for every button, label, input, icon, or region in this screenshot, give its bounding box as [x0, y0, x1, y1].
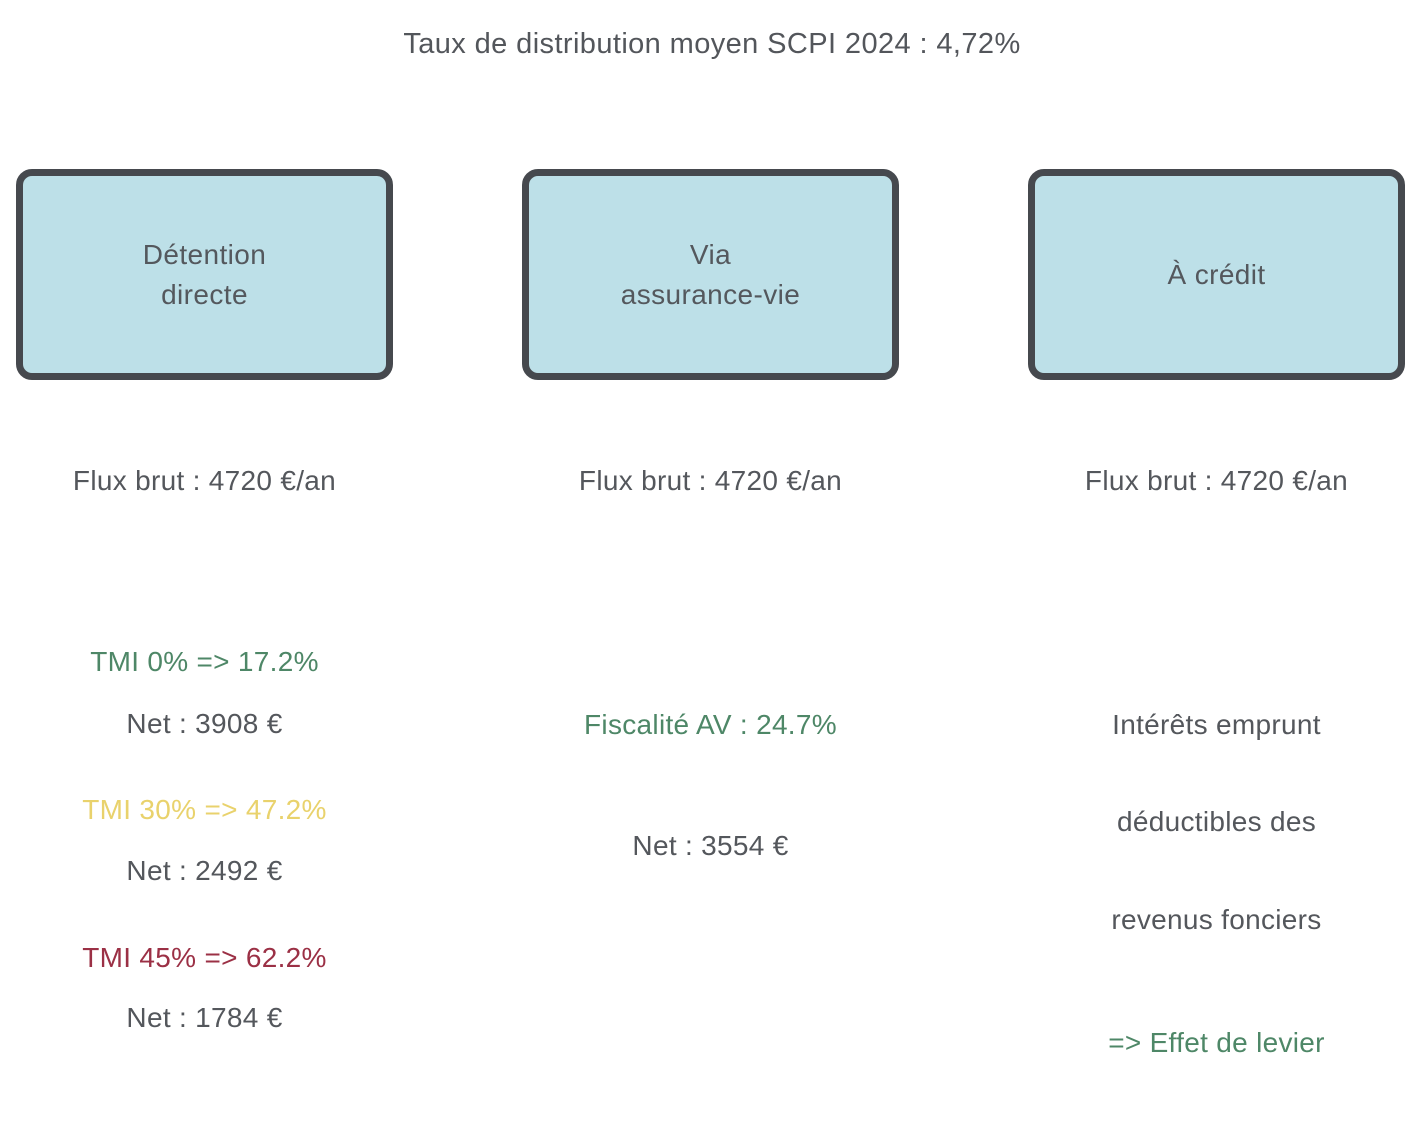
net-tmi-30: Net : 2492 € [126, 855, 283, 886]
box-a-credit-label: À crédit [1167, 258, 1266, 290]
flux-brut-detention-directe: Flux brut : 4720 €/an [72, 465, 337, 496]
tmi-0-rate: TMI 0% => 17.2% [90, 646, 319, 677]
net-tmi-45: Net : 1784 € [126, 1002, 283, 1033]
box-a-credit: À crédit [1028, 169, 1405, 380]
tmi-45-rate: TMI 45% => 62.2% [82, 942, 327, 973]
flux-brut-credit: Flux brut : 4720 €/an [1084, 465, 1349, 496]
box-detention-directe: Détention directe [16, 169, 393, 380]
net-tmi-0: Net : 3908 € [126, 708, 283, 739]
box-via-assurance-vie: Via assurance-vie [522, 169, 899, 380]
box-via-assurance-vie-label: Via assurance-vie [620, 238, 801, 310]
credit-note-line1: Intérêts emprunt [1112, 709, 1321, 740]
flux-brut-assurance-vie: Flux brut : 4720 €/an [578, 465, 843, 496]
net-assurance-vie: Net : 3554 € [632, 830, 789, 861]
diagram-title: Taux de distribution moyen SCPI 2024 : 4… [403, 28, 1021, 60]
fiscalite-av-rate: Fiscalité AV : 24.7% [584, 709, 837, 740]
tmi-30-rate: TMI 30% => 47.2% [82, 794, 327, 825]
credit-note-line3: revenus fonciers [1111, 904, 1322, 935]
credit-note-line2: déductibles des [1116, 806, 1317, 837]
effet-de-levier-conclusion: => Effet de levier [1108, 1027, 1325, 1058]
box-detention-directe-label: Détention directe [142, 238, 267, 310]
